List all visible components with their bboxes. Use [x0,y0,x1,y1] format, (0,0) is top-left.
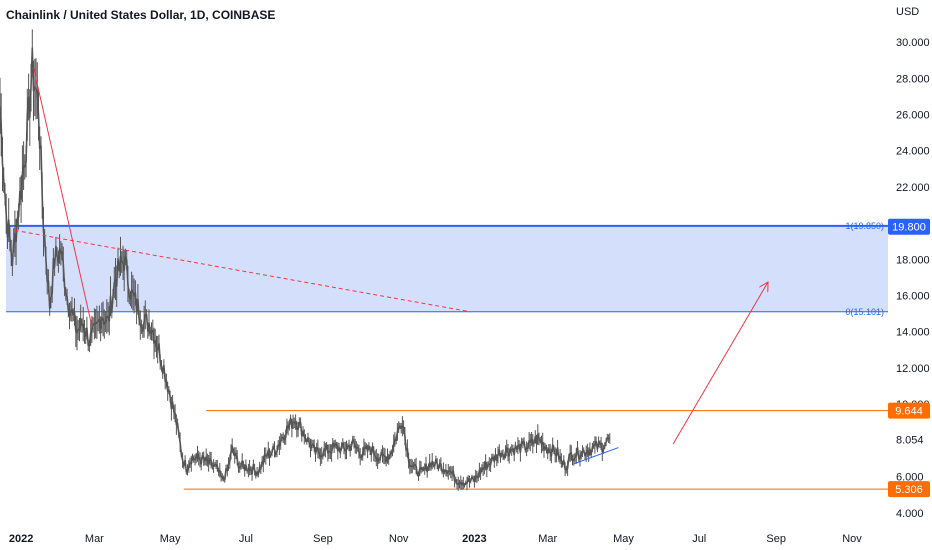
price-tag-label-0: 19.800 [892,222,926,234]
price-series-layer [0,29,611,491]
x-tick-label-8: May [613,533,634,545]
chart-title: Chainlink / United States Dollar, 1D, CO… [6,8,276,22]
x-tick-label-11: Nov [842,533,862,545]
x-tick-label-1: Mar [85,533,104,545]
x-tick-label-3: Jul [239,533,253,545]
price-tag-2 [888,481,930,498]
drawing-line-3 [573,447,619,465]
drawings-layer [14,67,768,465]
x-tick-label-7: Mar [538,533,557,545]
y-tick-label-0: 30.000 [896,37,930,49]
x-tick-label-2: May [160,533,181,545]
y-tick-label-1: 28.000 [896,73,930,85]
fib-level-0-label: 0(15.101) [845,307,884,317]
y-tick-label-7: 16.000 [896,291,930,303]
y-tick-label-4: 22.000 [896,182,930,194]
y-tick-label-9: 12.000 [896,363,930,375]
price-tag-1 [888,402,930,419]
fib-zone [6,225,888,312]
x-tick-label-5: Nov [389,533,409,545]
y-tick-label-6: 18.000 [896,254,930,266]
price-tag-label-2: 5.306 [895,484,923,496]
drawing-line-0 [33,67,93,327]
drawing-line-2 [672,283,767,445]
fib-level-1-label: 1(19.850) [845,221,884,231]
x-tick-label-4: Sep [313,533,333,545]
x-tick-label-10: Sep [766,533,786,545]
y-tick-label-2: 26.000 [896,110,930,122]
drawing-line-1 [14,229,471,313]
x-axis[interactable]: 2022 Mar May Jul Sep Nov 2023 Mar May Jul Sep Nov [9,533,862,545]
y-tick-label-8: 14.000 [896,327,930,339]
y-tick-label-3: 24.000 [896,146,930,158]
y-tick-label-13: 4.000 [896,508,924,520]
price-wicks [0,29,611,491]
y-axis[interactable]: USD30.00028.00026.00024.00022.00020.0001… [896,6,930,520]
price-tag-0 [888,218,930,235]
range-lines-layer [183,410,888,490]
x-tick-label-9: Jul [692,533,706,545]
fib-zone-layer: 1(19.850) 0(15.101) [6,221,888,317]
x-tick-label-0: 2022 [9,533,33,545]
y-tick-label-11: 8.054 [896,434,924,446]
currency-label: USD [896,6,919,18]
y-tick-label-12: 6.000 [896,472,924,484]
x-tick-label-6: 2023 [462,533,486,545]
price-tags-layer: 19.800 9.644 5.306 [888,218,930,498]
price-tag-label-1: 9.644 [895,406,923,418]
